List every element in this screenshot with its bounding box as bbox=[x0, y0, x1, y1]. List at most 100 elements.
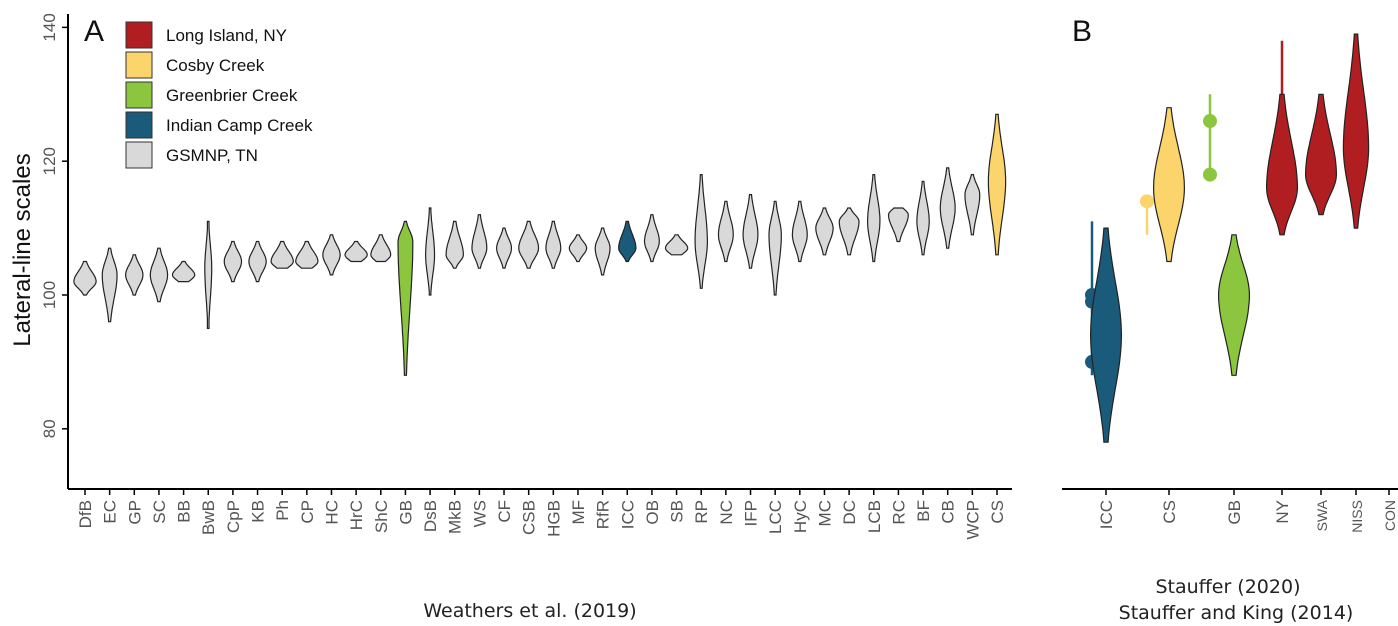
x-tick-label-dfb: DfB bbox=[76, 500, 95, 528]
y-tick-label: 100 bbox=[40, 281, 59, 309]
panel-b: B ICC CS GB NY SWA NISS CON Stauffer (2020) St… bbox=[1062, 15, 1398, 624]
violin-mc bbox=[815, 207, 834, 256]
legend-label: Long Island, NY bbox=[166, 26, 287, 45]
x-tick-label-shc: ShC bbox=[372, 500, 391, 533]
x-tick-label-dsb: DsB bbox=[421, 500, 440, 532]
violin-kb bbox=[248, 240, 267, 283]
y-tick-label: 80 bbox=[40, 419, 59, 438]
violin-hyc bbox=[791, 200, 808, 263]
x-tick-label-sc: SC bbox=[150, 500, 169, 524]
x-tick-label-ws: WS bbox=[470, 500, 489, 527]
violin-b-cs bbox=[1152, 107, 1186, 263]
x-tick-label-nc: NC bbox=[717, 500, 736, 525]
panel-a-letter: A bbox=[84, 15, 104, 48]
violin-dc bbox=[838, 207, 860, 256]
x-tick-label-rfr: RfR bbox=[594, 500, 613, 529]
violin-wcp bbox=[964, 174, 981, 236]
violin-ec bbox=[101, 247, 118, 323]
legend-label: GSMNP, TN bbox=[166, 146, 258, 165]
panel-a-y-ticks: 80 100 120 140 bbox=[40, 13, 68, 438]
violin-nc bbox=[717, 200, 734, 263]
legend-label: Greenbrier Creek bbox=[166, 86, 298, 105]
violin-cpp bbox=[223, 240, 243, 283]
x-tick-label-bf: BF bbox=[914, 500, 933, 522]
legend-swatch bbox=[125, 81, 153, 109]
violin-b-icc bbox=[1089, 227, 1123, 443]
x-tick-label-dc: DC bbox=[840, 500, 859, 525]
violin-bb bbox=[171, 260, 196, 283]
x-tick-label-hc: HC bbox=[322, 500, 341, 525]
violin-sc bbox=[149, 247, 169, 303]
legend-swatch bbox=[125, 51, 153, 79]
x-tick-label-hgb: HGB bbox=[544, 500, 563, 537]
violin-mf bbox=[568, 234, 588, 263]
legend-swatch bbox=[125, 21, 153, 49]
panel-b-letter: B bbox=[1072, 15, 1092, 48]
x-tick-label-sb: SB bbox=[668, 500, 687, 523]
violin-dsb bbox=[425, 207, 436, 296]
violin-sb bbox=[664, 234, 689, 256]
panel-b-x-ticks: ICC CS GB NY SWA NISS CON bbox=[1097, 489, 1398, 533]
panel-b-violins bbox=[1089, 33, 1370, 443]
x-tick-label-b-gb: GB bbox=[1225, 500, 1244, 525]
violin-hgb bbox=[545, 220, 562, 269]
violin-cb bbox=[939, 167, 956, 249]
violin-mkb bbox=[445, 220, 464, 269]
violin-rfr bbox=[594, 227, 611, 276]
x-tick-label-gp: GP bbox=[125, 500, 144, 525]
x-tick-label-ifp: IFP bbox=[742, 500, 761, 526]
panel-b-caption-line-2: Stauffer and King (2014) bbox=[1119, 602, 1354, 624]
x-tick-label-hyc: HyC bbox=[791, 500, 810, 533]
x-tick-label-bwb: BwB bbox=[199, 500, 218, 535]
point-cs bbox=[1140, 194, 1154, 209]
violin-b-gb bbox=[1218, 234, 1250, 376]
violin-b-niss bbox=[1342, 33, 1370, 229]
violin-b-ny bbox=[1266, 93, 1298, 236]
x-tick-label-rp: RP bbox=[692, 500, 711, 524]
x-tick-label-lcb: LCB bbox=[865, 500, 884, 533]
legend-label: Cosby Creek bbox=[166, 56, 265, 75]
y-tick-label: 120 bbox=[40, 147, 59, 175]
violin-ifp bbox=[742, 194, 759, 269]
panel-a-violins bbox=[73, 113, 1007, 376]
x-tick-label-rc: RC bbox=[889, 500, 908, 525]
legend: Long Island, NY Cosby Creek Greenbrier Cre… bbox=[125, 21, 313, 169]
violin-cp bbox=[295, 240, 319, 269]
violin-cf bbox=[495, 227, 512, 269]
violin-bf bbox=[916, 180, 930, 256]
x-tick-label-cb: CB bbox=[939, 500, 958, 524]
point-gb bbox=[1203, 114, 1217, 129]
violin-shc bbox=[370, 234, 392, 263]
x-tick-label-bb: BB bbox=[175, 500, 194, 523]
violin-ph bbox=[270, 240, 294, 269]
x-tick-label-b-swa: SWA bbox=[1314, 499, 1330, 531]
violin-ws bbox=[471, 214, 488, 269]
violin-dfb bbox=[73, 260, 97, 296]
legend-swatch bbox=[125, 141, 153, 169]
x-tick-label-csb: CSB bbox=[520, 500, 539, 535]
x-tick-label-b-cs: CS bbox=[1160, 500, 1179, 524]
x-tick-label-b-icc: ICC bbox=[1097, 500, 1116, 529]
violin-hc bbox=[322, 234, 341, 276]
x-tick-label-icc: ICC bbox=[618, 500, 637, 529]
y-tick-label: 140 bbox=[40, 13, 59, 41]
violin-gb bbox=[397, 220, 414, 376]
x-tick-label-wcp: WCP bbox=[963, 500, 982, 540]
violin-lcc bbox=[768, 200, 782, 296]
x-tick-label-cs: CS bbox=[988, 500, 1007, 524]
x-tick-label-mc: MC bbox=[815, 500, 834, 526]
x-tick-label-cf: CF bbox=[495, 500, 514, 523]
violin-csb bbox=[518, 220, 540, 269]
violin-b-swa bbox=[1305, 93, 1337, 216]
legend-swatch bbox=[125, 111, 153, 139]
violin-ob bbox=[643, 214, 660, 263]
violin-lcb bbox=[867, 174, 881, 263]
violin-hrc bbox=[344, 240, 368, 263]
x-tick-label-ph: Ph bbox=[273, 500, 292, 521]
violin-cs bbox=[987, 113, 1007, 256]
x-tick-label-ob: OB bbox=[643, 500, 662, 525]
x-tick-label-gb: GB bbox=[396, 500, 415, 525]
x-tick-label-mkb: MkB bbox=[446, 500, 465, 534]
violin-rp bbox=[694, 174, 708, 289]
